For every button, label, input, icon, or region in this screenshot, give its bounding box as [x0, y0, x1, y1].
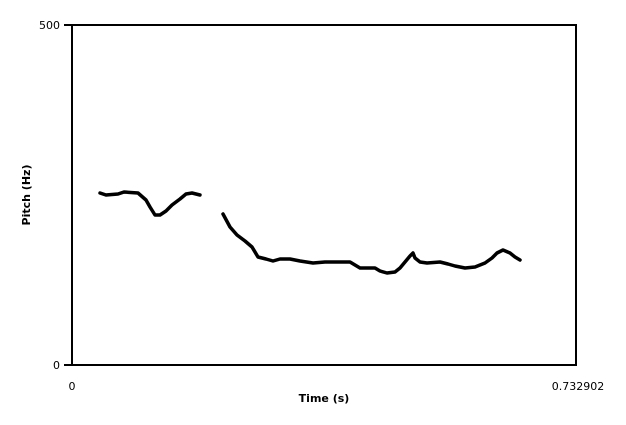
pitch-contour-segment-2	[221, 212, 522, 275]
y-tick-label-0: 0	[53, 359, 60, 372]
x-tick-label-start: 0	[69, 380, 76, 393]
x-tick-label-end: 0.732902	[552, 380, 605, 393]
y-axis-title: Pitch (Hz)	[20, 165, 33, 226]
y-tick-label-500: 500	[39, 19, 60, 32]
plot-frame	[71, 24, 577, 366]
x-axis-title: Time (s)	[299, 392, 350, 405]
pitch-contour-segment-1	[98, 190, 202, 217]
